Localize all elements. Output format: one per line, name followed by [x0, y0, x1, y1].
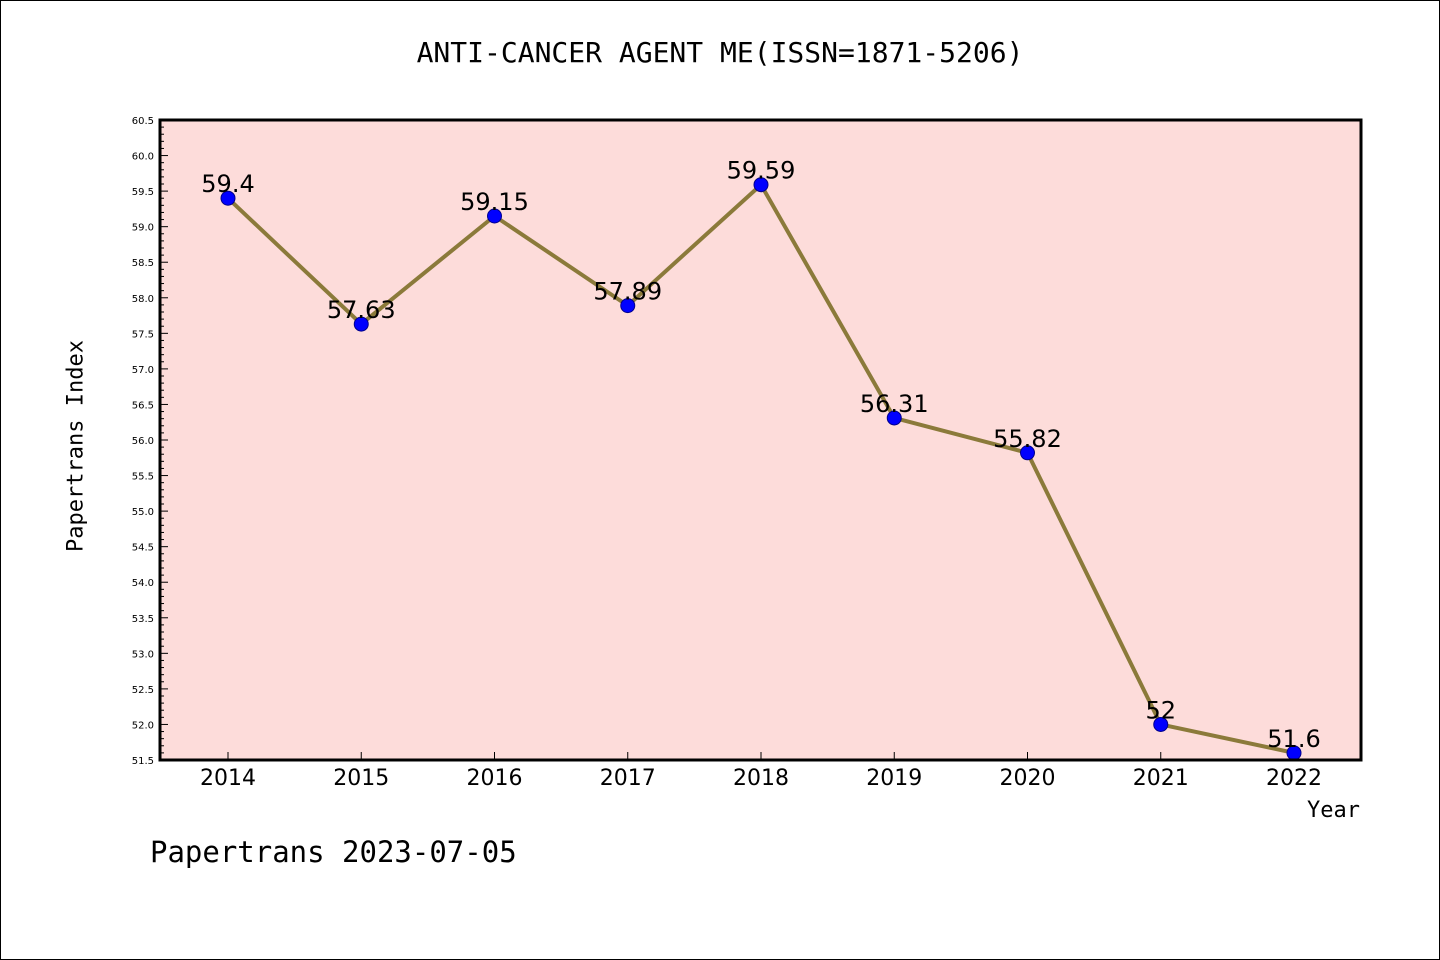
footer-text: Papertrans 2023-07-05	[150, 835, 517, 869]
y-tick-label: 54.0	[132, 578, 154, 589]
x-tick-label: 2017	[600, 766, 656, 791]
x-tick-label: 2022	[1266, 766, 1322, 791]
y-tick-label: 59.5	[132, 187, 154, 198]
y-tick-label: 54.5	[132, 543, 154, 554]
data-point	[487, 208, 502, 224]
x-axis-ticks: 2014 2015 2016 2017 2018 2019 2020 2021 2022	[200, 752, 1322, 791]
data-point	[753, 177, 769, 193]
data-label: 51.6	[1267, 725, 1320, 753]
data-points	[220, 177, 1302, 761]
data-label: 59.4	[201, 170, 254, 198]
y-tick-label: 59.0	[132, 223, 154, 234]
x-tick-label: 2018	[733, 766, 789, 791]
plot-area	[160, 120, 1361, 760]
data-label: 59.15	[460, 188, 529, 216]
x-tick-label: 2019	[866, 766, 922, 791]
data-point	[1020, 445, 1035, 461]
y-tick-label: 55.5	[132, 472, 154, 483]
y-tick-label: 56.5	[132, 400, 154, 411]
data-label: 57.89	[593, 278, 662, 306]
y-tick-label: 60.0	[132, 152, 154, 163]
data-point	[1153, 716, 1169, 732]
chart-title: ANTI-CANCER AGENT ME(ISSN=1871-5206)	[416, 36, 1024, 69]
x-axis-label: Year	[1307, 798, 1360, 823]
x-tick-label: 2015	[333, 766, 389, 791]
y-tick-label: 53.0	[132, 649, 154, 660]
plot-border	[158, 118, 1363, 762]
data-point	[620, 298, 636, 314]
y-axis-ticks: 51.5 52.0 52.5 53.0 53.5 54.0 54.5 55.0 55.5 56.0…	[132, 116, 168, 767]
data-label: 59.59	[727, 157, 796, 185]
data-point	[353, 316, 369, 332]
y-tick-label: 55.0	[132, 507, 154, 518]
y-tick-label: 52.0	[132, 720, 154, 731]
y-tick-label: 57.0	[132, 365, 154, 376]
y-tick-label: 60.5	[132, 116, 154, 127]
y-tick-label: 52.5	[132, 685, 154, 696]
y-tick-label: 53.5	[132, 614, 154, 625]
data-label: 55.82	[993, 425, 1062, 453]
y-tick-label: 51.5	[132, 756, 154, 767]
x-tick-label: 2016	[467, 766, 523, 791]
data-label: 56.31	[860, 390, 929, 418]
data-labels: 59.4 57.63 59.15 57.89 59.59 56.31 55.82 52 51.6	[201, 157, 1320, 753]
y-tick-label: 57.5	[132, 329, 154, 340]
y-tick-label: 58.5	[132, 258, 154, 269]
data-point	[220, 190, 236, 206]
x-tick-label: 2021	[1133, 766, 1189, 791]
data-label: 52	[1145, 696, 1176, 724]
x-tick-label: 2020	[1000, 766, 1056, 791]
x-tick-label: 2014	[200, 766, 256, 791]
y-tick-label: 56.0	[132, 436, 154, 447]
data-label: 57.63	[327, 296, 396, 324]
data-point	[886, 410, 902, 426]
y-tick-label: 58.0	[132, 294, 154, 305]
